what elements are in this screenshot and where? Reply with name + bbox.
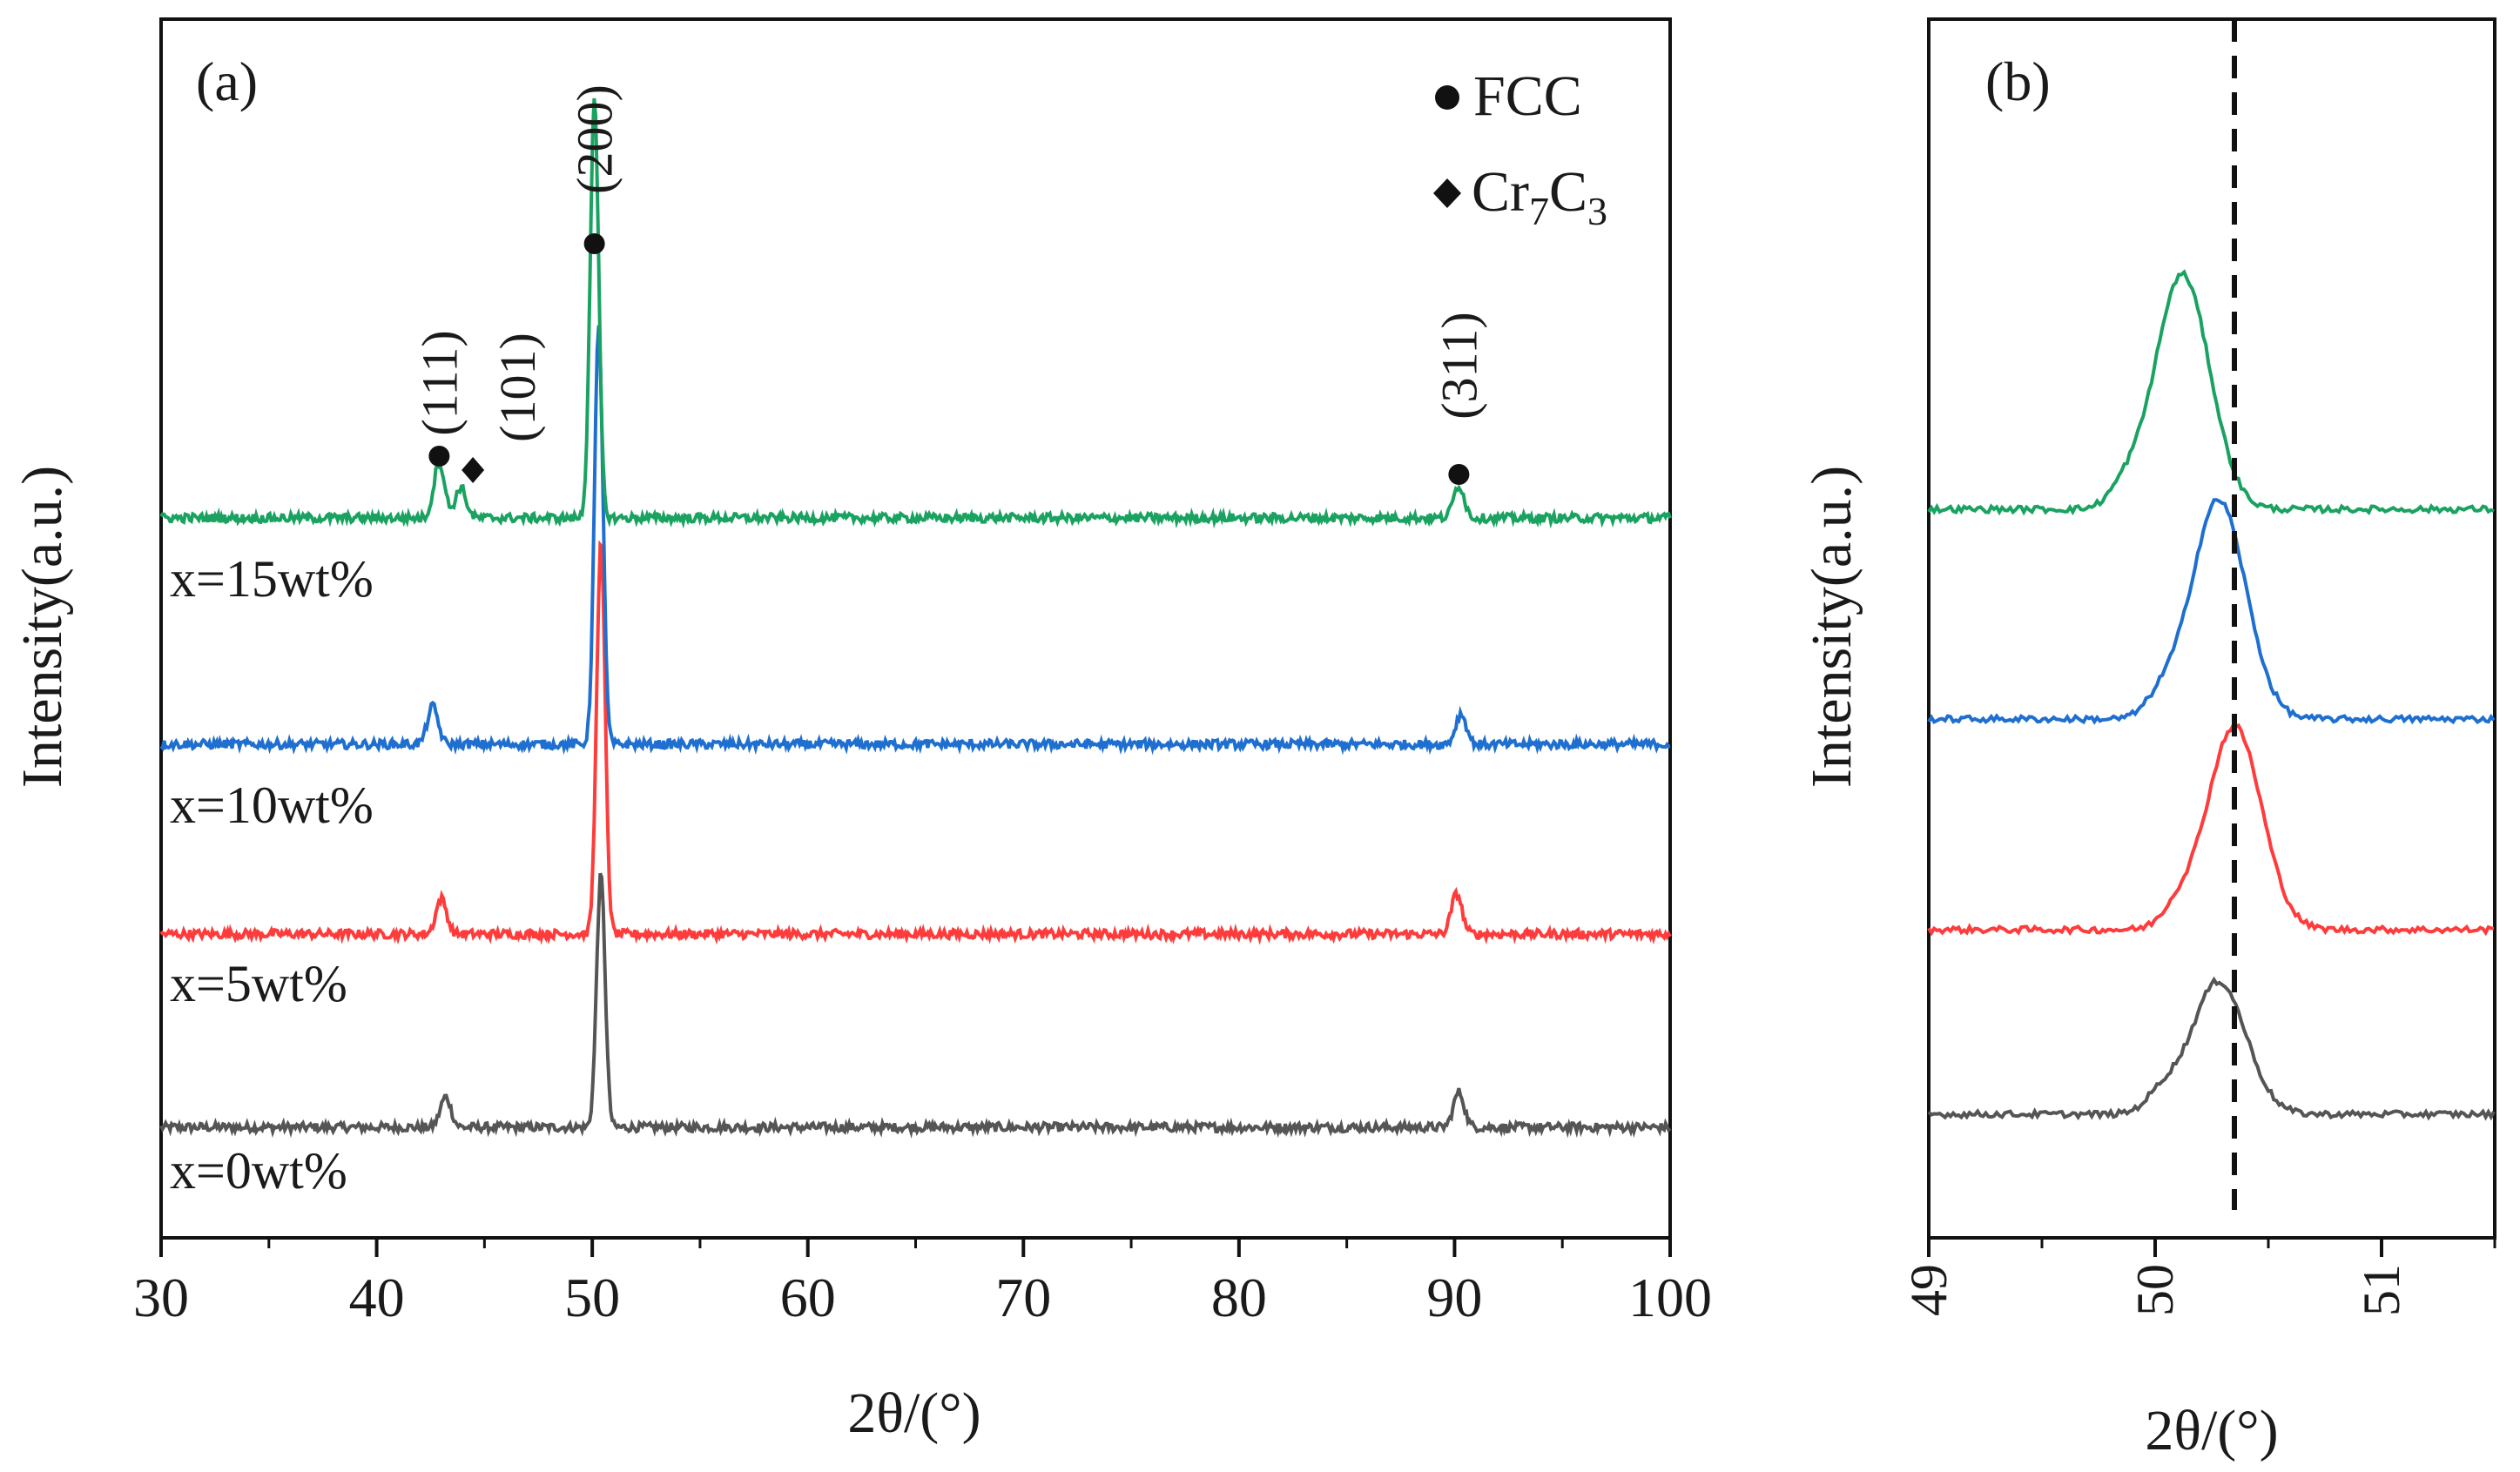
legend-fcc-label: FCC — [1473, 64, 1582, 128]
panel-b-y-axis-label: Intensity(a.u.) — [1800, 466, 1863, 788]
peak-label-311: (311) — [1431, 312, 1487, 419]
panel-a-tick-label-40: 40 — [349, 1267, 405, 1328]
panel-a-tick-label-60: 60 — [780, 1267, 836, 1328]
panel-a-tick-label-50: 50 — [564, 1267, 620, 1328]
panel-b-tick-label-50: 50 — [2126, 1264, 2184, 1316]
legend-cr7c3-label: Cr7C3 — [1472, 160, 1607, 233]
panel-a-tick-label-90: 90 — [1426, 1267, 1482, 1328]
series-line-x10 — [159, 325, 1671, 756]
panel-a-x-axis-label: 2θ/(°) — [847, 1381, 980, 1445]
panel-b-tick-label-51: 51 — [2353, 1264, 2410, 1316]
panel-b-series-line-x5 — [1927, 723, 2495, 937]
series-label-x10: x=10wt% — [170, 776, 374, 834]
series-label-x15: x=15wt% — [170, 550, 374, 608]
peak-label-200: (200) — [567, 84, 623, 194]
series-label-x5: x=5wt% — [170, 955, 347, 1012]
legend-fcc-marker-icon — [1435, 85, 1459, 110]
panel-a-tick-label-100: 100 — [1628, 1267, 1712, 1328]
panel-a-tick-label-30: 30 — [133, 1267, 189, 1328]
panel-b-plot-area — [1927, 269, 2496, 1121]
panel-b-x-ticks: 49 50 51 — [1900, 1238, 2496, 1316]
peak-label-101: (101) — [489, 333, 546, 442]
series-label-x0: x=0wt% — [170, 1142, 347, 1200]
panel-b-x-axis-label: 2θ/(°) — [2145, 1399, 2278, 1462]
series-line-x0 — [159, 872, 1672, 1139]
legend-cr7c3-marker-icon — [1433, 178, 1461, 208]
series-line-x5 — [159, 540, 1672, 945]
panel-a-tick-label-80: 80 — [1211, 1267, 1267, 1328]
series-line-x15 — [159, 97, 1672, 529]
peak-311-fcc-marker-icon — [1448, 464, 1470, 485]
peak-111-fcc-marker-icon — [428, 446, 450, 467]
panel-a-label: (a) — [196, 50, 258, 112]
peak-label-111: (111) — [411, 330, 468, 435]
panel-a-plot-area — [159, 97, 1672, 1139]
panel-a-tick-label-70: 70 — [995, 1267, 1051, 1328]
peak-200-fcc-marker-icon — [583, 233, 605, 254]
peak-101-cr7c3-marker-icon — [462, 457, 485, 483]
panel-a-x-ticks: 30 40 50 60 70 80 90 100 — [133, 1238, 1712, 1328]
panel-b-series-line-x10 — [1927, 498, 2496, 725]
panel-b-series-line-x15 — [1927, 269, 2495, 516]
panel-b-frame — [1927, 17, 2496, 1240]
panel-b-tick-label-49: 49 — [1900, 1264, 1957, 1316]
panel-a-y-axis-label: Intensity(a.u.) — [10, 466, 74, 788]
panel-a-peak-annotations: (111) (101) (200) (311) — [411, 84, 1487, 485]
panel-a-legend: FCC Cr7C3 — [1433, 64, 1607, 233]
panel-b: 49 50 51 (b) 2θ/(°) Intensity(a.u.) — [1800, 17, 2496, 1462]
panel-b-series-line-x0 — [1927, 976, 2496, 1121]
panel-a: 30 40 50 60 70 80 90 100 (a) 2θ/(°) Intensity(a… — [10, 17, 1712, 1445]
panel-b-label: (b) — [1985, 50, 2051, 112]
